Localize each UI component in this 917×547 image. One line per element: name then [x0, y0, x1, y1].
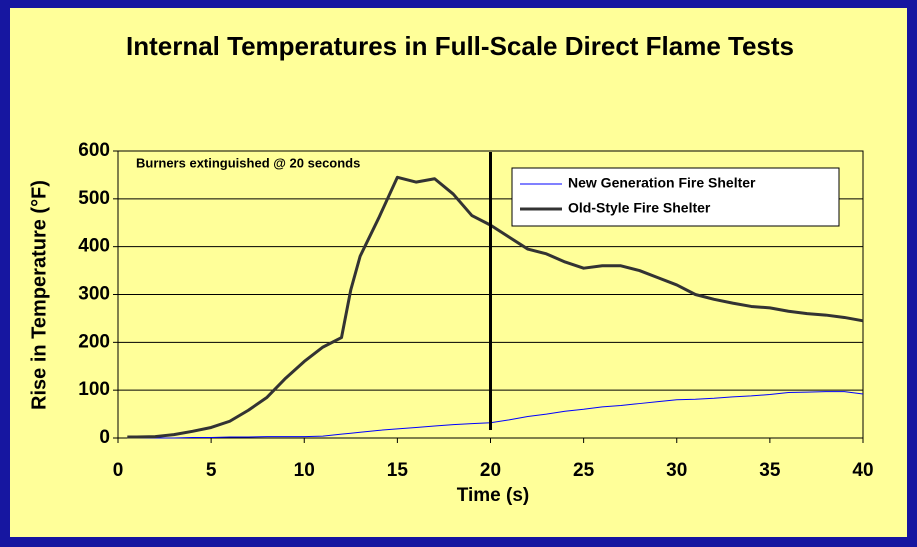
x-tick-label: 25 [573, 460, 595, 481]
line-series [127, 175, 864, 439]
x-tick-label: 40 [852, 460, 873, 481]
y-tick-label: 0 [99, 427, 110, 448]
y-tick-label: 300 [78, 284, 110, 305]
chart-title: Internal Temperatures in Full-Scale Dire… [125, 31, 795, 61]
legend-label: Old-Style Fire Shelter [568, 200, 711, 216]
x-tick-label: 10 [294, 460, 315, 481]
x-tick-label: 15 [387, 460, 409, 481]
y-tick-label: 500 [78, 188, 110, 209]
y-axis-label: Rise in Temperature (°F) [28, 180, 50, 410]
legend-box [511, 167, 840, 227]
x-tick-label: 20 [480, 460, 501, 481]
y-tick-label: 400 [78, 236, 110, 257]
legend-label: New Generation Fire Shelter [568, 175, 756, 191]
x-tick-label: 35 [759, 460, 781, 481]
x-tick-label: 5 [206, 460, 217, 481]
y-tick-label: 200 [78, 331, 110, 352]
y-tick-label: 600 [78, 140, 110, 161]
annotation-text: Burners extinguished @ 20 seconds [136, 155, 360, 170]
x-axis-label: Time (s) [457, 485, 530, 506]
plot-frame [117, 150, 864, 439]
panel [10, 8, 907, 537]
x-tick-label: 0 [113, 460, 124, 481]
y-tick-label: 100 [78, 379, 110, 400]
line-series [127, 391, 864, 439]
x-tick-label: 30 [666, 460, 687, 481]
